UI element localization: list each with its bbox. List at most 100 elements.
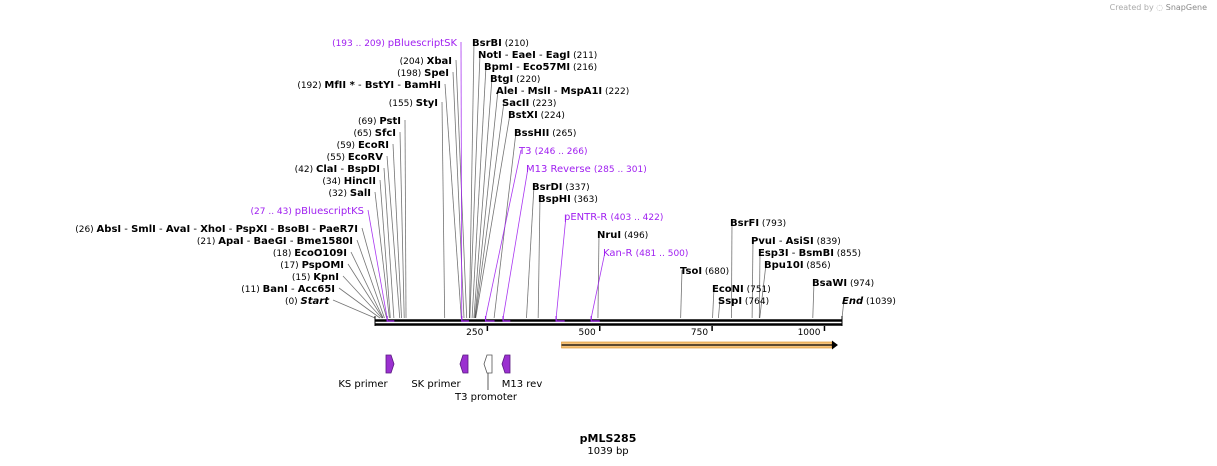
- site-label-bsphi: BspHI (363): [538, 194, 598, 205]
- primer-leader-pbluescriptks: [367, 209, 388, 319]
- site-labels: (0) Start(11) BanI - Acc65I(15) KpnI(17)…: [75, 38, 896, 307]
- primer-site-pbluescriptsk: [461, 316, 469, 322]
- leader-start: [332, 299, 376, 319]
- site-label-bsrdi: BsrDI (337): [532, 182, 590, 193]
- leader-pvui: [751, 239, 754, 319]
- site-label-esp3i: Esp3I - BsmBI (855): [758, 248, 861, 259]
- map-title: pMLS285: [580, 432, 637, 445]
- leader-pspomi: [347, 263, 383, 319]
- feature-arrow-ks-primer: [385, 354, 395, 374]
- site-label-bsrbi: BsrBI (210): [472, 38, 529, 49]
- primer-site-kan-r: [590, 316, 600, 322]
- site-label-noti: NotI - EaeI - EagI (211): [478, 50, 597, 61]
- site-label-econi: EcoNI (751): [712, 284, 771, 295]
- site-label-apai: (21) ApaI - BaeGI - Bme1580I: [197, 236, 353, 247]
- site-label-pspomi: (17) PspOMI: [280, 260, 344, 271]
- axis-tick-label: 750: [691, 328, 708, 338]
- leader-clai: [383, 167, 395, 319]
- leader-absi: [361, 227, 388, 319]
- primer-label-pentr-r: pENTR-R (403 .. 422): [564, 212, 663, 223]
- leader-hincii: [379, 179, 391, 319]
- orf-track: [561, 340, 838, 350]
- site-label-ecori: (59) EcoRI: [337, 140, 389, 151]
- snapgene-watermark: Created by ◌ SnapGene: [1110, 3, 1207, 12]
- site-label-clai: (42) ClaI - BspDI: [295, 164, 380, 175]
- leader-sspi: [717, 299, 721, 319]
- primer-label-kan-r: Kan-R (481 .. 500): [603, 248, 688, 259]
- leader-noti: [469, 53, 481, 319]
- leader-bstxi: [475, 113, 511, 319]
- site-label-absi: (26) AbsI - SmlI - AvaI - XhoI - PspXI -…: [75, 224, 358, 235]
- feature-label-ks-primer: KS primer: [338, 379, 388, 390]
- watermark-brand: SnapGene: [1165, 3, 1207, 12]
- site-label-btgi: BtgI (220): [490, 74, 540, 85]
- leader-bsphi: [537, 197, 541, 319]
- primer-leader-t3: [485, 149, 522, 319]
- leader-styi: [441, 101, 446, 319]
- site-label-bsawi: BsaWI (974): [812, 278, 874, 289]
- leader-ecorv: [386, 155, 401, 319]
- primer-site-pbluescriptks: [386, 316, 395, 322]
- label-leader-lines: [332, 41, 845, 319]
- feature-arrow-m13-rev: [501, 354, 511, 374]
- feature-track: KS primer SK primer T3 promoter M13 rev: [338, 354, 543, 403]
- leader-tsoi: [680, 269, 683, 319]
- site-label-nrui: NruI (496): [597, 230, 648, 241]
- leader-bsrfi: [731, 221, 733, 319]
- primer-label-pbluescriptsk: (193 .. 209) pBluescriptSK: [332, 38, 457, 49]
- site-label-bstxi: BstXI (224): [508, 110, 565, 121]
- leader-bpu10i: [759, 263, 767, 319]
- leader-kpni: [342, 275, 383, 319]
- feature-label-m13-rev: M13 rev: [502, 379, 543, 390]
- site-label-xbai: (204) XbaI: [400, 56, 452, 67]
- site-label-sspi: SspI (764): [718, 296, 769, 307]
- site-label-pvui: PvuI - AsiSI (839): [751, 236, 841, 247]
- axis-tick-label: 1000: [798, 328, 821, 338]
- primer-site-pentr-r: [555, 316, 565, 322]
- site-label-sacii: SacII (223): [502, 98, 556, 109]
- leader-sali: [374, 191, 390, 319]
- leader-bsawi: [812, 281, 815, 319]
- leader-bsrbi: [468, 41, 475, 319]
- feature-label-t3-promoter: T3 promoter: [454, 392, 518, 403]
- leader-ecoo109i: [350, 251, 384, 319]
- axis-tick-label: 250: [466, 328, 483, 338]
- primer-label-m13-reverse: M13 Reverse (285 .. 301): [526, 164, 647, 175]
- site-label-bsrfi: BsrFI (793): [730, 218, 786, 229]
- site-label-ecoo109i: (18) EcoO109I: [273, 248, 347, 259]
- leader-btgi: [473, 77, 493, 319]
- primer-leader-pbluescriptsk: [460, 41, 463, 319]
- primer-leader-pentr-r: [555, 215, 567, 319]
- leader-bsrdi: [526, 185, 535, 319]
- leader-psti: [404, 119, 407, 319]
- axis-tick-label: 500: [579, 328, 596, 338]
- leader-alei: [474, 89, 499, 319]
- site-label-end: End (1039): [842, 296, 896, 307]
- primer-label-pbluescriptks: (27 .. 43) pBluescriptKS: [251, 206, 364, 217]
- primer-leader-m13-reverse: [502, 167, 529, 319]
- site-label-start: (0) Start: [285, 296, 330, 307]
- primer-site-m13-reverse: [502, 316, 511, 322]
- leader-econi: [712, 287, 715, 319]
- primer-site-t3: [484, 316, 495, 322]
- site-label-spei: (198) SpeI: [397, 68, 449, 79]
- site-label-bpu10i: Bpu10I (856): [764, 260, 831, 271]
- primer-label-t3: T3 (246 .. 266): [518, 146, 587, 157]
- leader-esp3i: [758, 251, 761, 319]
- site-label-hincii: (34) HincII: [322, 176, 376, 187]
- leader-mfii: [444, 83, 462, 319]
- sequence-backbone: 250 500 750 1000: [374, 316, 843, 338]
- feature-arrow-t3-promoter: [483, 354, 493, 374]
- leader-sfci: [399, 131, 405, 319]
- leader-sacii: [474, 101, 505, 319]
- leader-end: [841, 299, 845, 319]
- feature-label-sk-primer: SK primer: [411, 379, 461, 390]
- site-label-alei: AleI - MslI - MspA1I (222): [496, 86, 629, 97]
- leader-spei: [452, 71, 465, 319]
- site-label-bsshii: BssHII (265): [514, 128, 576, 139]
- orf-arrowhead: [831, 340, 838, 350]
- leader-apai: [356, 239, 385, 319]
- watermark-prefix: Created by: [1109, 3, 1154, 12]
- site-label-bani: (11) BanI - Acc65I: [241, 284, 335, 295]
